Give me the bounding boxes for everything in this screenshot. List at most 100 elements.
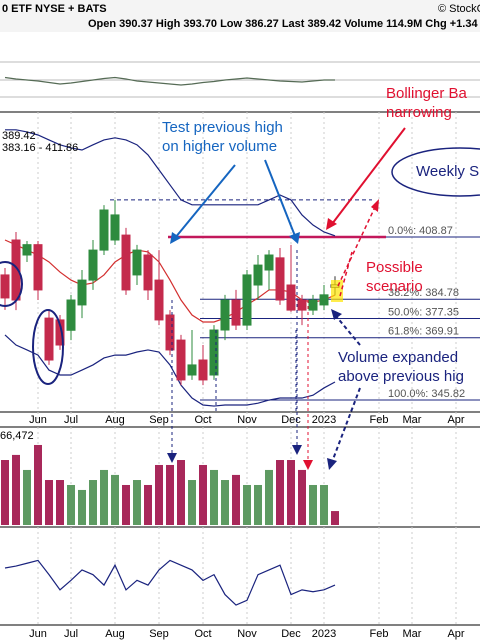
volume-bar [276, 460, 284, 525]
candle-body [44, 317, 54, 361]
volume-bar [133, 480, 141, 525]
x-tick-label: Nov [237, 628, 257, 640]
x-tick-label: Apr [447, 628, 464, 640]
candle-body [77, 279, 87, 306]
overlay-line [5, 129, 336, 237]
arrow [335, 315, 361, 346]
volume-bar [45, 480, 53, 525]
x-tick-label: Aug [105, 414, 125, 426]
level-label: 100.0%: 345.82 [388, 388, 465, 400]
volume-bar [155, 464, 163, 525]
candle-body [275, 257, 285, 301]
volume-label: 66,472 [0, 430, 34, 442]
candle-body [66, 299, 76, 331]
volume-bar [23, 469, 31, 525]
annotation: above previous hig [338, 368, 464, 385]
volume-bar [122, 484, 130, 525]
x-tick-label: Dec [281, 628, 301, 640]
candle-body [187, 364, 197, 376]
x-tick-label: Jun [29, 628, 47, 640]
annotation: Possible [366, 259, 423, 276]
x-tick-label: Feb [370, 628, 389, 640]
arrowhead [170, 232, 181, 244]
candle-body [308, 299, 318, 311]
volume-bar [1, 460, 9, 525]
candle-body [132, 249, 142, 276]
arrowhead [327, 458, 337, 470]
candle-body [209, 329, 219, 376]
x-tick-label: Nov [237, 414, 257, 426]
candle-body [55, 319, 65, 346]
candle-body [99, 209, 109, 251]
candle-body [143, 254, 153, 291]
volume-bar [166, 464, 174, 525]
volume-bar [210, 469, 218, 525]
x-tick-label: 2023 [312, 628, 336, 640]
arrowhead [289, 232, 300, 244]
volume-bar [221, 480, 229, 525]
candle-body [231, 299, 241, 326]
annotation: Volume expanded [338, 349, 458, 366]
x-tick-label: Jun [29, 414, 47, 426]
indicator-line [4, 559, 336, 606]
volume-bar [298, 469, 306, 525]
candle-body [33, 244, 43, 291]
x-tick-label: Oct [194, 414, 211, 426]
volume-bar [177, 460, 185, 525]
candle-body [121, 234, 131, 291]
marks [0, 76, 340, 606]
candle-body [0, 274, 10, 299]
annotation: on higher volume [162, 138, 277, 155]
candle-body [110, 214, 120, 241]
level-label: 61.8%: 369.91 [388, 326, 459, 338]
volume-bar [188, 480, 196, 525]
symbol: 0 ETF NYSE + BATS [2, 3, 107, 15]
volume-bar [287, 460, 295, 525]
arrowhead [292, 445, 302, 455]
arrowhead [331, 309, 342, 320]
volume-bar [56, 480, 64, 525]
indicator-line [4, 76, 335, 86]
candle-body [165, 314, 175, 351]
price-label: 383.16 - 411.86 [2, 142, 78, 154]
x-tick-label: Jul [64, 414, 78, 426]
arrowhead [167, 453, 177, 463]
volume-bar [78, 489, 86, 525]
arrowhead [326, 218, 337, 230]
arrow [331, 127, 406, 225]
volume-bar [243, 484, 251, 525]
arrow [264, 159, 296, 237]
candle-body [253, 264, 263, 286]
x-tick-label: 2023 [312, 414, 336, 426]
volume-bar [67, 484, 75, 525]
x-tick-label: Aug [105, 628, 125, 640]
x-tick-label: Sep [149, 628, 169, 640]
volume-bar [331, 511, 339, 525]
x-tick-label: Jul [64, 628, 78, 640]
arrow [339, 251, 353, 297]
arrow [337, 204, 377, 287]
volume-bar [320, 484, 328, 525]
candle-body [88, 249, 98, 281]
credit: © StockCharts [438, 3, 480, 15]
header-band [0, 0, 480, 32]
ellipse [32, 309, 64, 385]
candle-body [242, 274, 252, 326]
arrow [331, 387, 361, 463]
x-tick-label: Sep [149, 414, 169, 426]
volume-bar [12, 454, 20, 525]
x-tick-label: Feb [370, 414, 389, 426]
level-label: 50.0%: 377.35 [388, 306, 459, 318]
annotation: Test previous high [162, 119, 283, 136]
volume-bar [232, 474, 240, 525]
volume-bar [309, 484, 317, 525]
arrowhead [303, 460, 313, 470]
candle-body [198, 359, 208, 381]
price-label: 389.42 [2, 130, 36, 142]
volume-bar [254, 484, 262, 525]
highlight [331, 280, 343, 302]
candle-body [264, 254, 274, 271]
candle-body [319, 294, 329, 306]
x-tick-label: Dec [281, 414, 301, 426]
